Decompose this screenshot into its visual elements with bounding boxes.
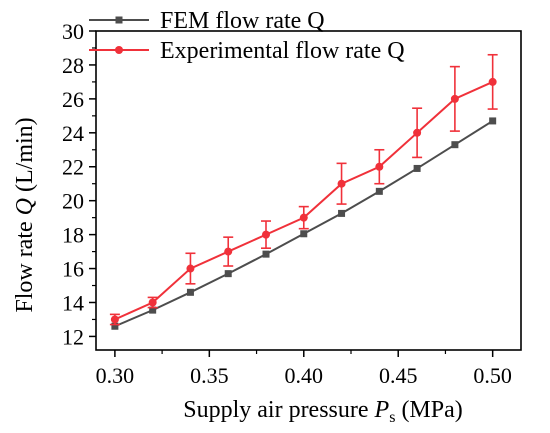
y-tick-label-4: 20 (62, 189, 84, 214)
point-0-10 (489, 117, 497, 125)
y-tick-label-3: 18 (62, 223, 84, 248)
point-1-2 (186, 264, 195, 273)
point-1-3 (224, 247, 233, 256)
point-1-6 (337, 179, 346, 188)
x-tick-label-0: 0.30 (96, 363, 135, 388)
x-tick-label-4: 0.50 (473, 363, 512, 388)
y-tick-label-0: 12 (62, 324, 84, 349)
y-tick-label-5: 22 (62, 155, 84, 180)
point-1-10 (488, 77, 497, 86)
legend-label-0: FEM flow rate Q (160, 8, 325, 34)
x-tick-label-2: 0.40 (285, 363, 324, 388)
x-axis-label-part-2: s (389, 409, 395, 426)
point-0-7 (375, 187, 383, 195)
y-axis-label-part-2: (L/min) (12, 117, 38, 198)
y-tick-label-9: 30 (62, 19, 84, 44)
legend-marker-1 (115, 46, 123, 54)
legend-label-1: Experimental flow rate Q (160, 38, 405, 64)
point-0-0 (111, 322, 119, 330)
point-1-8 (413, 128, 422, 137)
x-axis-label-part-1: P (374, 397, 390, 423)
y-tick-label-6: 24 (62, 121, 84, 146)
series-line-1 (114, 80, 494, 321)
point-1-9 (450, 94, 459, 103)
y-tick-label-1: 14 (62, 290, 84, 315)
point-0-5 (300, 230, 308, 238)
point-0-2 (186, 288, 194, 296)
point-1-1 (148, 298, 157, 307)
point-1-4 (262, 230, 270, 239)
ticks-layer: 0.30 0.35 0.40 0.45 0.50 12 14 16 18 20 22 24 26 28 30 (62, 19, 512, 388)
series-0 (111, 117, 497, 330)
point-0-8 (413, 164, 421, 172)
y-axis-label: Flow rate Q (L/min) (12, 117, 38, 312)
x-axis-label-part-3: (MPa) (395, 397, 462, 423)
point-1-0 (110, 315, 119, 324)
point-0-4 (262, 250, 270, 258)
series-1 (109, 53, 498, 326)
plot-border (95, 30, 522, 351)
point-0-1 (149, 306, 157, 314)
point-1-7 (375, 162, 384, 171)
series-layer (109, 53, 498, 330)
y-tick-label-8: 28 (62, 53, 84, 78)
legend-marker-0 (115, 16, 123, 24)
point-0-3 (224, 270, 232, 278)
y-tick-label-2: 16 (62, 257, 84, 282)
point-0-6 (338, 209, 346, 217)
plot-frame (95, 30, 522, 351)
point-0-9 (451, 141, 459, 149)
point-1-5 (299, 213, 308, 222)
x-axis-label-part-0: Supply air pressure (183, 397, 374, 423)
x-tick-label-3: 0.45 (379, 363, 418, 388)
y-axis-label-part-0: Flow rate (12, 215, 38, 312)
y-axis-label-part-1: Q (12, 198, 38, 215)
legend: FEM flow rate Q Experimental flow rate Q (89, 8, 405, 64)
x-tick-label-1: 0.35 (190, 363, 229, 388)
y-tick-label-7: 26 (62, 87, 84, 112)
x-axis-label: Supply air pressure Ps (MPa) (183, 397, 463, 426)
